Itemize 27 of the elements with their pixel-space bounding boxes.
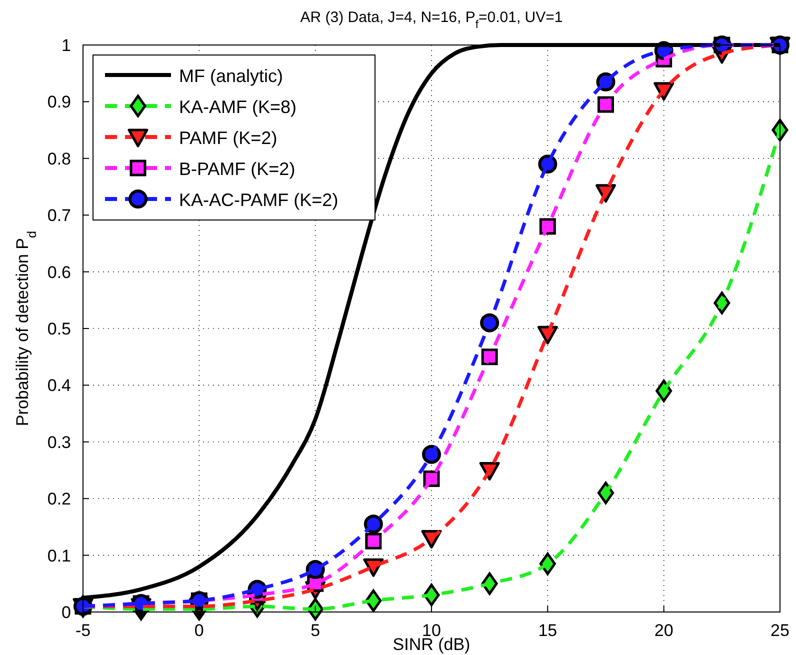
legend-label: KA-AC-PAMF (K=2) — [179, 190, 338, 210]
x-tick-label: 20 — [654, 621, 674, 640]
y-tick-label: 0.3 — [47, 432, 71, 452]
x-tick-label: 0 — [194, 621, 204, 640]
y-tick-label: 0.8 — [47, 149, 71, 168]
y-tick-label: 0.5 — [47, 320, 71, 338]
point — [656, 380, 672, 402]
y-tick-label: 0.4 — [47, 376, 71, 396]
y-tick-label: 0.1 — [47, 546, 71, 566]
chart-title: AR (3) Data, J=4, N=16, P$_{f}$=0.01, UV=1 — [300, 9, 563, 31]
y-tick-label: 0.9 — [47, 92, 71, 112]
y-tick-label: 0.7 — [47, 206, 71, 226]
point — [596, 184, 616, 203]
x-tick-label: 15 — [538, 621, 558, 640]
legend-label: KA-AMF (K=8) — [179, 97, 297, 117]
y-tick-label: 0 — [62, 603, 71, 622]
legend-label: B-PAMF (K=2) — [179, 159, 296, 179]
x-axis-title: SINR (dB) — [392, 635, 470, 654]
y-tick-label: 0.6 — [47, 262, 71, 282]
x-tick-label: 5 — [310, 621, 320, 640]
y-tick-label: 0.2 — [47, 490, 71, 509]
x-tick-label: -5 — [75, 621, 91, 640]
point — [363, 558, 384, 577]
legend-label: MF (analytic) — [179, 66, 284, 86]
y-tick-label: 1 — [62, 36, 71, 55]
x-tick-label: 25 — [770, 621, 790, 640]
legend-label: PAMF (K=2) — [179, 128, 278, 148]
